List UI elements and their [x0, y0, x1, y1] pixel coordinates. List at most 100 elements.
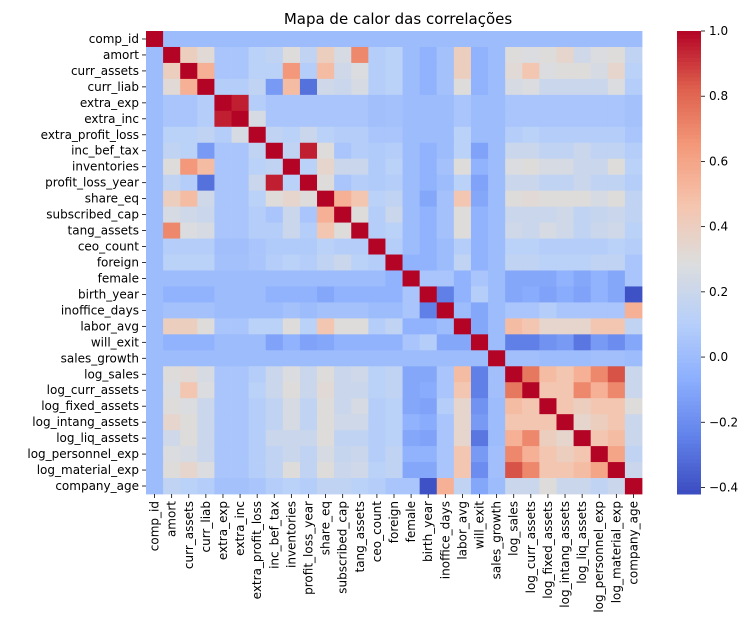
heatmap-cell-foreign-log_sales	[505, 254, 523, 271]
heatmap-cell-company_age-extra_profit_loss	[248, 478, 267, 495]
colorbar-segment	[677, 127, 701, 132]
colorbar-segment	[677, 81, 701, 86]
y-tick-label-sales_growth: sales_growth	[61, 351, 139, 365]
heatmap-cell-log_intang_assets-log_curr_assets	[522, 414, 540, 431]
colorbar-segment	[677, 436, 701, 441]
heatmap-cell-will_exit-inventories	[282, 334, 301, 351]
heatmap-cell-amort-inventories	[282, 46, 301, 64]
heatmap-cell-profit_loss_year-log_sales	[505, 174, 523, 192]
heatmap-cell-inc_bef_tax-inoffice_days	[436, 142, 455, 160]
heatmap-cell-inc_bef_tax-log_personnel_exp	[590, 142, 609, 160]
x-tick-label-log_personnel_exp: log_personnel_exp	[592, 501, 606, 613]
heatmap-cell-labor_avg-log_fixed_assets	[539, 318, 557, 335]
colorbar-segment	[677, 85, 701, 90]
heatmap-cell-comp_id-log_fixed_assets	[539, 31, 557, 48]
heatmap-cell-extra_inc-log_material_exp	[607, 110, 626, 128]
heatmap-cell-log_fixed_assets-log_material_exp	[607, 398, 626, 415]
heatmap-cell-log_fixed_assets-birth_year	[419, 398, 438, 415]
heatmap-cell-log_intang_assets-labor_avg	[453, 414, 472, 431]
heatmap-cell-log_curr_assets-amort	[163, 382, 181, 399]
heatmap-cell-curr_assets-ceo_count	[368, 62, 386, 80]
colorbar-segment	[677, 119, 701, 125]
x-tick-label-labor_avg: labor_avg	[455, 501, 469, 560]
colorbar-segment	[677, 463, 701, 468]
heatmap-cell-extra_profit_loss-extra_exp	[214, 126, 232, 144]
heatmap-cell-extra_exp-inventories	[282, 94, 301, 112]
heatmap-cell-extra_inc-profit_loss_year	[299, 110, 318, 128]
heatmap-cell-extra_exp-birth_year	[419, 94, 438, 112]
heatmap-cell-log_material_exp-curr_assets	[180, 462, 198, 479]
heatmap-cell-tang_assets-log_liq_assets	[573, 222, 592, 239]
heatmap-cell-log_sales-extra_exp	[214, 366, 232, 383]
heatmap-cell-log_personnel_exp-will_exit	[470, 446, 489, 463]
colorbar-segment	[677, 50, 701, 55]
heatmap-cell-sales_growth-log_intang_assets	[556, 350, 574, 367]
colorbar-segment	[677, 112, 701, 117]
heatmap-cell-amort-will_exit	[470, 46, 489, 64]
y-tick-label-log_sales: log_sales	[84, 367, 139, 381]
heatmap-cell-sales_growth-log_liq_assets	[573, 350, 592, 367]
heatmap-cell-birth_year-sales_growth	[488, 286, 506, 303]
heatmap-cell-log_sales-labor_avg	[453, 366, 472, 383]
colorbar-segment	[677, 401, 701, 406]
heatmap-cell-amort-amort	[163, 46, 181, 64]
heatmap-cell-tang_assets-amort	[163, 222, 181, 239]
heatmap-cell-curr_assets-company_age	[624, 62, 643, 80]
heatmap-cell-curr_liab-inventories	[282, 78, 301, 96]
heatmap-cell-inoffice_days-inc_bef_tax	[265, 302, 284, 319]
heatmap-cell-log_intang_assets-female	[402, 414, 421, 431]
heatmap-cell-female-log_intang_assets	[556, 270, 574, 287]
heatmap-cell-extra_inc-share_eq	[317, 110, 335, 128]
heatmap-cell-log_material_exp-extra_inc	[231, 462, 250, 479]
colorbar-segment	[677, 189, 701, 194]
heatmap-cell-log_material_exp-labor_avg	[453, 462, 472, 479]
heatmap-cell-extra_inc-female	[402, 110, 421, 128]
heatmap-cell-inventories-labor_avg	[453, 158, 472, 176]
heatmap-cell-log_sales-log_sales	[505, 366, 523, 383]
heatmap-cell-company_age-log_sales	[505, 478, 523, 495]
heatmap-cell-comp_id-will_exit	[470, 31, 489, 48]
heatmap-cell-company_age-ceo_count	[368, 478, 386, 495]
heatmap-cell-labor_avg-comp_id	[146, 318, 164, 335]
heatmap-cell-profit_loss_year-log_personnel_exp	[590, 174, 609, 192]
heatmap-cell-sales_growth-tang_assets	[351, 350, 369, 367]
heatmap-cell-profit_loss_year-company_age	[624, 174, 643, 192]
heatmap-cell-extra_profit_loss-labor_avg	[453, 126, 472, 144]
heatmap-cell-subscribed_cap-sales_growth	[488, 206, 506, 223]
colorbar-segment	[677, 200, 701, 206]
heatmap-cell-birth_year-profit_loss_year	[299, 286, 318, 303]
colorbar-segment	[677, 239, 701, 244]
colorbar-segment	[677, 428, 701, 433]
heatmap-cell-log_personnel_exp-company_age	[624, 446, 643, 463]
colorbar-segment	[677, 474, 701, 480]
heatmap-cell-log_personnel_exp-profit_loss_year	[299, 446, 318, 463]
y-tick-label-log_curr_assets: log_curr_assets	[47, 383, 139, 397]
heatmap-cell-log_curr_assets-log_intang_assets	[556, 382, 574, 399]
heatmap-cell-subscribed_cap-labor_avg	[453, 206, 472, 223]
colorbar-tick-label: −0.2	[709, 415, 738, 429]
heatmap-cell-extra_inc-labor_avg	[453, 110, 472, 128]
heatmap-cell-log_intang_assets-profit_loss_year	[299, 414, 318, 431]
heatmap-cell-subscribed_cap-birth_year	[419, 206, 438, 223]
heatmap-cell-foreign-log_personnel_exp	[590, 254, 609, 271]
heatmap-cell-curr_assets-subscribed_cap	[334, 62, 352, 80]
heatmap-cell-comp_id-amort	[163, 31, 181, 48]
heatmap-cell-log_personnel_exp-labor_avg	[453, 446, 472, 463]
heatmap-cell-company_age-log_liq_assets	[573, 478, 592, 495]
heatmap-cell-log_sales-log_personnel_exp	[590, 366, 609, 383]
heatmap-cell-female-subscribed_cap	[334, 270, 352, 287]
heatmap-cell-extra_inc-inoffice_days	[436, 110, 455, 128]
heatmap-cell-log_curr_assets-extra_exp	[214, 382, 232, 399]
heatmap-cell-tang_assets-log_intang_assets	[556, 222, 574, 239]
heatmap-cell-log_material_exp-extra_profit_loss	[248, 462, 267, 479]
heatmap-cell-sales_growth-extra_exp	[214, 350, 232, 367]
heatmap-cell-subscribed_cap-will_exit	[470, 206, 489, 223]
heatmap-cell-profit_loss_year-log_liq_assets	[573, 174, 592, 192]
heatmap-cell-log_liq_assets-comp_id	[146, 430, 164, 447]
heatmap-cell-labor_avg-profit_loss_year	[299, 318, 318, 335]
heatmap-cell-inventories-log_personnel_exp	[590, 158, 609, 176]
heatmap-cell-female-log_personnel_exp	[590, 270, 609, 287]
heatmap-cell-labor_avg-curr_assets	[180, 318, 198, 335]
heatmap-cell-log_personnel_exp-curr_assets	[180, 446, 198, 463]
heatmap-cell-female-extra_exp	[214, 270, 232, 287]
